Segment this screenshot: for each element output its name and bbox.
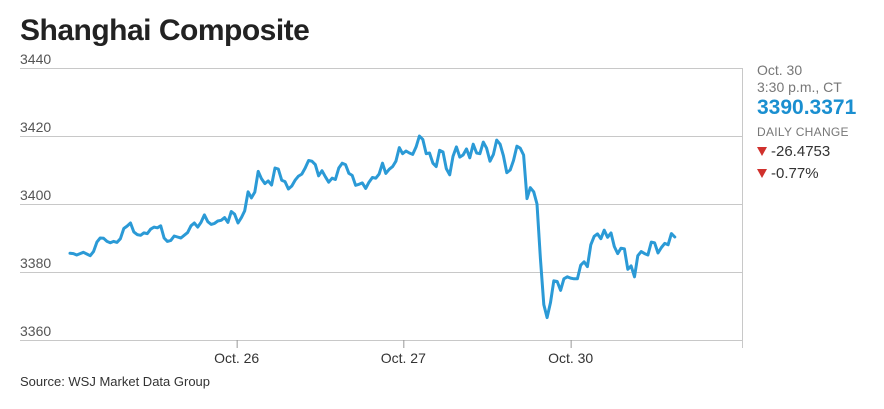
x-tick-label: Oct. 30	[548, 350, 593, 366]
daily-change-absolute-value: -26.4753	[771, 143, 831, 160]
chart-title: Shanghai Composite	[20, 14, 310, 47]
source-note: Source: WSJ Market Data Group	[20, 374, 211, 389]
x-axis-ticks: Oct. 26 Oct. 27 Oct. 30	[214, 340, 593, 366]
y-tick-label: 3440	[20, 51, 51, 67]
daily-change-label: DAILY CHANGE	[757, 125, 849, 139]
y-axis-ticks: 3440 3420 3400 3380 3360	[20, 51, 51, 339]
quote-date: Oct. 30	[757, 62, 803, 78]
series-line-shanghai-composite	[68, 134, 677, 320]
y-tick-label: 3400	[20, 187, 51, 203]
quote-price: 3390.3371	[757, 96, 857, 119]
x-tick-label: Oct. 26	[214, 350, 259, 366]
down-triangle-icon	[757, 146, 767, 156]
y-tick-label: 3360	[20, 323, 51, 339]
x-tick-label: Oct. 27	[381, 350, 426, 366]
daily-change-percent: -0.77%	[757, 165, 882, 183]
y-tick-label: 3420	[20, 119, 51, 135]
quote-panel: Oct. 30 3:30 p.m., CT 3390.3371 DAILY CH…	[757, 62, 882, 183]
daily-change-absolute: -26.4753	[757, 143, 882, 161]
quote-time: 3:30 p.m., CT	[757, 79, 842, 95]
daily-change-percent-value: -0.77%	[771, 165, 819, 182]
gridlines	[20, 68, 743, 348]
y-tick-label: 3380	[20, 255, 51, 271]
down-triangle-icon	[757, 168, 767, 178]
